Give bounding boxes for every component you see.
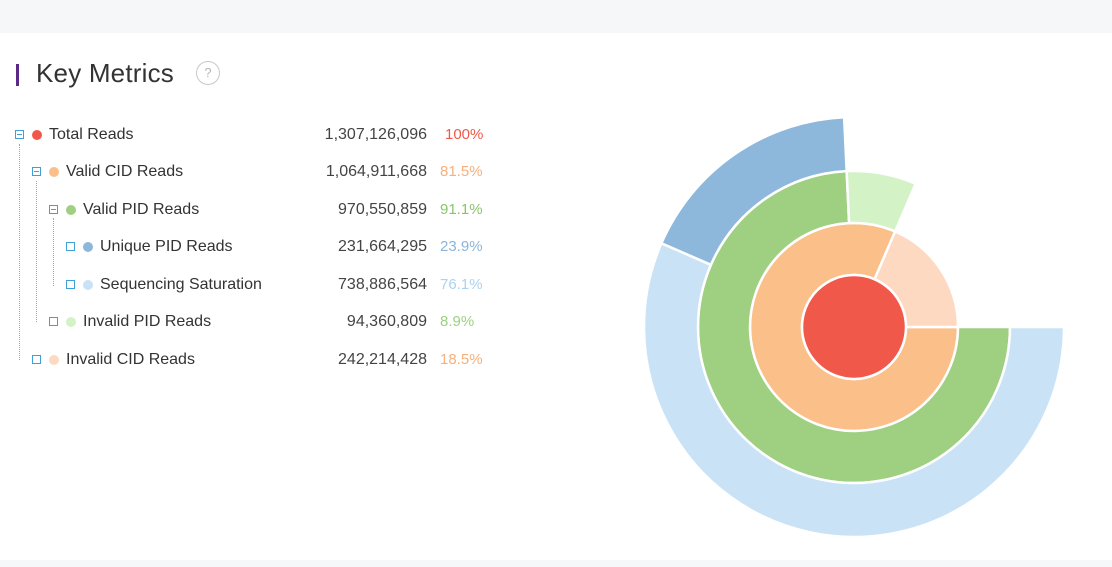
legend-dot-unique-pid-reads: [83, 242, 93, 252]
legend-dot-valid-pid-reads: [66, 205, 76, 215]
metric-percent: 81.5%: [440, 163, 483, 180]
metric-row-unique-pid-reads[interactable]: Unique PID Reads 231,664,295 23.9%: [0, 236, 500, 260]
metric-row-invalid-cid-reads[interactable]: Invalid CID Reads 242,214,428 18.5%: [0, 349, 500, 373]
metric-value: 970,550,859: [338, 201, 427, 218]
metric-value: 242,214,428: [338, 351, 427, 368]
metric-label: Unique PID Reads: [100, 238, 233, 255]
expand-toggle-icon[interactable]: [66, 242, 75, 251]
legend-dot-sequencing-saturation: [83, 280, 93, 290]
legend-dot-invalid-cid-reads: [49, 355, 59, 365]
expand-toggle-icon[interactable]: [66, 280, 75, 289]
collapse-toggle-icon[interactable]: [32, 167, 41, 176]
tree-line-level2: [36, 181, 37, 322]
page-title: Key Metrics: [36, 58, 175, 88]
help-icon[interactable]: ?: [196, 61, 220, 85]
sunburst-segment-unique-pid-reads[interactable]: [659, 115, 848, 267]
metric-label: Invalid PID Reads: [83, 313, 212, 330]
metric-row-valid-cid-reads[interactable]: Valid CID Reads 1,064,911,668 81.5%: [0, 161, 500, 185]
metric-row-invalid-pid-reads[interactable]: Invalid PID Reads 94,360,809 8.9%: [0, 311, 500, 335]
metric-row-valid-pid-reads[interactable]: Valid PID Reads 970,550,859 91.1%: [0, 199, 500, 223]
tree-line-level3: [53, 218, 54, 286]
metric-value: 1,064,911,668: [325, 163, 427, 180]
sunburst-chart: [642, 115, 1066, 539]
legend-dot-valid-cid-reads: [49, 167, 59, 177]
metric-row-total-reads[interactable]: Total Reads 1,307,126,096 100%: [0, 124, 500, 148]
expand-toggle-icon[interactable]: [32, 355, 41, 364]
metric-percent: 8.9%: [440, 313, 475, 330]
tree-line-level1: [19, 144, 20, 360]
metric-label: Valid CID Reads: [66, 163, 184, 180]
metric-label: Sequencing Saturation: [100, 276, 262, 293]
title-accent-bar: [16, 64, 19, 86]
metric-percent: 100%: [445, 126, 484, 143]
sunburst-segment-invalid-pid-reads[interactable]: [845, 169, 918, 234]
metric-percent: 76.1%: [440, 276, 483, 293]
sunburst-segment-sequencing-saturation[interactable]: [642, 241, 1066, 539]
metric-value: 1,307,126,096: [324, 126, 427, 143]
metric-value: 94,360,809: [346, 313, 427, 330]
metric-label: Valid PID Reads: [83, 201, 200, 218]
metric-value: 231,664,295: [338, 238, 427, 255]
metric-percent: 91.1%: [440, 201, 483, 218]
sunburst-segment-total-reads-center[interactable]: [800, 273, 908, 381]
metric-percent: 23.9%: [440, 238, 483, 255]
collapse-toggle-icon[interactable]: [15, 130, 24, 139]
metric-row-sequencing-saturation[interactable]: Sequencing Saturation 738,886,564 76.1%: [0, 274, 500, 298]
collapse-toggle-icon[interactable]: [49, 205, 58, 214]
legend-dot-total-reads: [32, 130, 42, 140]
legend-dot-invalid-pid-reads: [66, 317, 76, 327]
key-metrics-panel: Key Metrics ? Total Reads 1,307,126,096 …: [0, 33, 1112, 560]
metric-percent: 18.5%: [440, 351, 483, 368]
metric-label: Total Reads: [49, 126, 134, 143]
expand-toggle-icon[interactable]: [49, 317, 58, 326]
metric-value: 738,886,564: [338, 276, 427, 293]
metric-label: Invalid CID Reads: [66, 351, 195, 368]
